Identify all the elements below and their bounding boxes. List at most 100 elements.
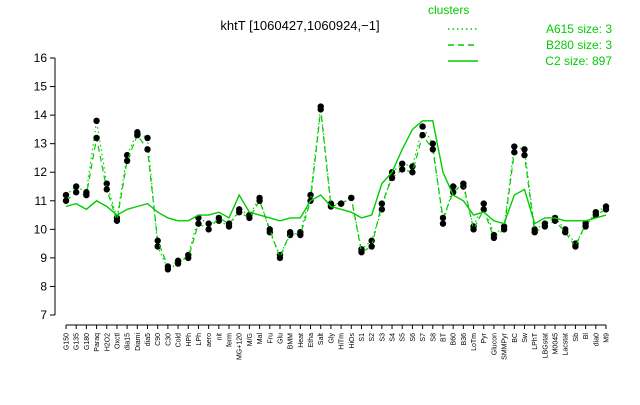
- data-point: [103, 186, 110, 193]
- x-tick-label: SMMPyr: [502, 332, 509, 360]
- data-point: [348, 194, 355, 202]
- data-point: [337, 200, 345, 207]
- data-point: [358, 248, 365, 256]
- data-point: [521, 146, 528, 153]
- x-tick-label: ferm: [227, 333, 234, 347]
- data-point: [72, 183, 80, 190]
- y-tick-label: 13: [34, 137, 48, 151]
- data-point: [602, 206, 610, 213]
- data-point: [439, 214, 447, 222]
- x-tick-label: M0045: [553, 333, 560, 355]
- x-tick-label: dia5: [145, 333, 152, 346]
- x-tick-label: Salt: [318, 333, 325, 345]
- data-point: [215, 214, 223, 222]
- data-point: [490, 234, 498, 242]
- x-tick-label: S1: [359, 333, 366, 342]
- x-tick-label: S8: [430, 333, 437, 342]
- y-tick-label: 8: [40, 279, 47, 293]
- x-tick-label: dia15: [125, 333, 132, 350]
- data-point: [511, 143, 518, 150]
- x-tick-label: H2O2: [104, 333, 111, 351]
- x-tick-label: BC: [512, 333, 519, 343]
- x-tick-label: S7: [420, 333, 427, 342]
- x-tick-label: aero: [206, 333, 213, 347]
- x-tick-label: LoTm: [471, 333, 478, 351]
- data-point: [134, 131, 141, 139]
- data-point: [378, 206, 386, 213]
- data-point: [123, 157, 131, 164]
- data-point: [541, 223, 549, 230]
- data-point: [511, 149, 518, 156]
- x-tick-label: Mal: [257, 333, 264, 345]
- data-point: [266, 226, 273, 233]
- y-tick-label: 16: [34, 51, 48, 65]
- data-point: [470, 226, 477, 233]
- x-tick-label: C90: [155, 333, 162, 346]
- x-tick-label: S6: [410, 333, 417, 342]
- data-point: [409, 169, 416, 176]
- x-tick-label: BMM: [288, 333, 295, 350]
- data-point: [113, 217, 121, 224]
- x-tick-label: LPhT: [532, 332, 539, 349]
- x-tick-label: Diami: [135, 333, 142, 351]
- data-point: [297, 231, 304, 239]
- legend-title: clusters: [428, 3, 469, 17]
- data-point: [144, 146, 151, 153]
- y-tick-label: 11: [35, 194, 48, 208]
- x-tick-label: Heat: [298, 333, 305, 348]
- data-point: [551, 217, 559, 224]
- x-tick-label: dia0: [593, 333, 600, 346]
- x-tick-label: Gly: [328, 333, 335, 344]
- data-point: [205, 220, 212, 227]
- x-tick-label: MG+120: [237, 333, 244, 360]
- data-point: [399, 166, 406, 173]
- data-point: [500, 226, 508, 233]
- x-tick-label: G135: [74, 333, 81, 350]
- data-point: [164, 263, 172, 270]
- x-tick-label: Sw: [522, 332, 529, 343]
- data-point: [286, 228, 294, 236]
- x-tick-label: M9: [604, 333, 611, 343]
- x-tick-label: Cold: [176, 333, 183, 348]
- data-point: [174, 257, 182, 264]
- x-tick-label: LBGstat: [542, 333, 549, 358]
- data-point: [154, 243, 161, 250]
- data-point: [195, 220, 202, 227]
- chart-title: khtT [1060427,1060924,−1]: [220, 18, 379, 33]
- x-tick-label: B36: [461, 333, 468, 346]
- series-line: [65, 120, 607, 225]
- data-point: [592, 211, 600, 219]
- data-point: [317, 106, 324, 113]
- x-tick-label: B60: [451, 333, 458, 346]
- data-point: [419, 131, 426, 139]
- data-point: [388, 174, 396, 182]
- data-point: [480, 200, 487, 207]
- data-point: [460, 180, 467, 187]
- y-tick-label: 7: [40, 308, 47, 322]
- x-tick-label: Bl: [583, 333, 590, 340]
- data-point: [236, 209, 243, 216]
- y-tick-label: 12: [34, 165, 48, 179]
- data-point: [276, 254, 284, 262]
- x-tick-label: C30: [165, 333, 172, 346]
- legend-label: B280 size: 3: [546, 38, 612, 52]
- data-point: [62, 191, 70, 199]
- data-point: [562, 228, 569, 236]
- x-tick-label: HiOs: [349, 333, 356, 349]
- data-point: [93, 117, 100, 125]
- y-tick-label: 9: [40, 251, 47, 265]
- x-tick-label: HPh: [186, 333, 193, 347]
- x-tick-label: Paraq: [94, 333, 101, 352]
- data-point: [368, 237, 375, 244]
- data-point: [429, 140, 436, 147]
- x-tick-label: M/G: [247, 333, 254, 346]
- x-tick-label: LPh: [196, 333, 203, 346]
- data-point: [480, 206, 487, 213]
- x-tick-label: G180: [84, 333, 91, 350]
- legend-label: C2 size: 897: [545, 54, 612, 68]
- data-point: [154, 237, 161, 244]
- data-point: [368, 243, 375, 250]
- x-tick-label: Etha: [308, 333, 315, 348]
- x-tick-label: nit: [216, 333, 223, 340]
